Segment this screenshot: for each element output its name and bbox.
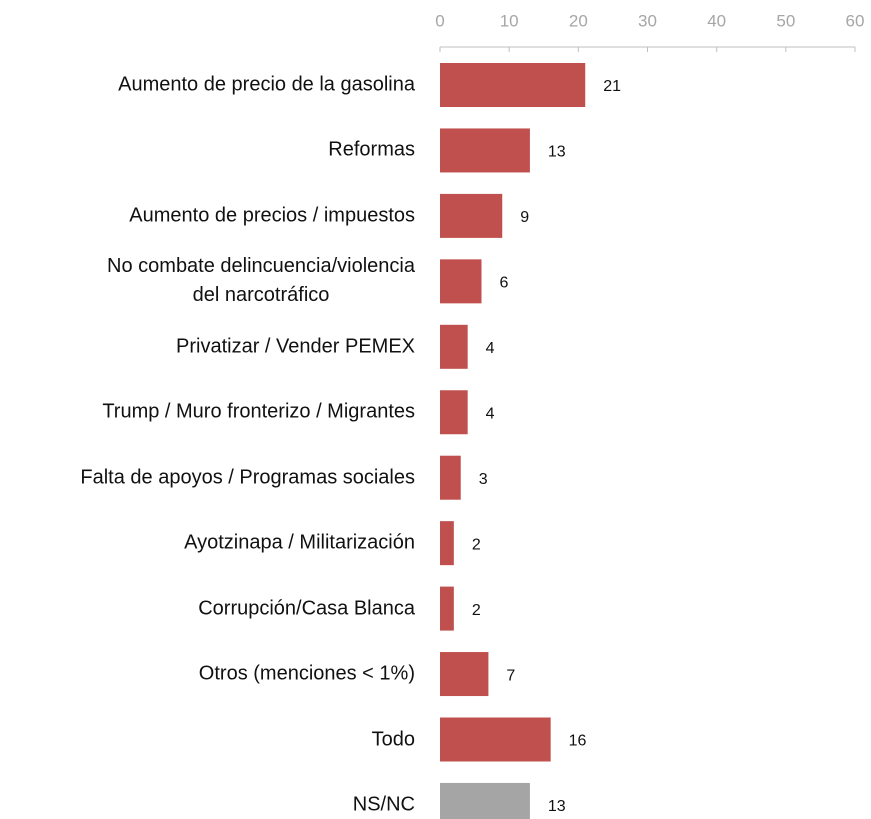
x-tick-label: 20 (569, 11, 588, 30)
bar (440, 128, 530, 173)
bar (440, 652, 489, 697)
value-label: 9 (520, 209, 529, 226)
category-label: Todo (371, 728, 415, 750)
category-label: Corrupción/Casa Blanca (198, 597, 415, 620)
x-tick-label: 50 (776, 11, 795, 30)
bar (440, 390, 468, 435)
category-label: Trump / Muro fronterizo / Migrantes (102, 400, 415, 423)
x-tick-label: 60 (846, 11, 865, 30)
category-label: NS/NC (352, 793, 415, 816)
value-label: 16 (569, 733, 587, 750)
value-label: 4 (486, 340, 495, 357)
x-tick-label: 40 (707, 11, 726, 30)
category-label: Otros (menciones < 1%) (198, 662, 415, 685)
value-label: 6 (500, 275, 509, 292)
category-label: Reformas (328, 138, 415, 161)
bar (440, 586, 454, 631)
bar (440, 455, 461, 500)
bar (440, 193, 503, 238)
bar (440, 521, 454, 566)
category-label: Falta de apoyos / Programas sociales (80, 466, 415, 489)
category-label: Aumento de precio de la gasolina (118, 73, 415, 96)
category-label: Aumento de precios / impuestos (129, 204, 415, 227)
bar (440, 259, 482, 304)
value-label: 13 (548, 144, 566, 161)
x-tick-label: 30 (638, 11, 657, 30)
value-label: 7 (506, 667, 515, 684)
value-label: 2 (472, 536, 481, 553)
category-label: No combate delincuencia/violencia del na… (107, 255, 415, 307)
value-label: 3 (479, 471, 488, 488)
value-label: 13 (548, 798, 566, 815)
category-label: Privatizar / Vender PEMEX (176, 335, 415, 358)
bar (440, 324, 468, 369)
bar (440, 782, 530, 819)
bar (440, 717, 551, 762)
bar (440, 63, 586, 107)
value-label: 21 (603, 78, 621, 95)
category-label: Ayotzinapa / Militarización (184, 531, 415, 554)
value-label: 2 (472, 602, 481, 619)
x-tick-label: 10 (500, 11, 519, 30)
x-tick-label: 0 (435, 11, 444, 30)
value-label: 4 (486, 405, 495, 422)
